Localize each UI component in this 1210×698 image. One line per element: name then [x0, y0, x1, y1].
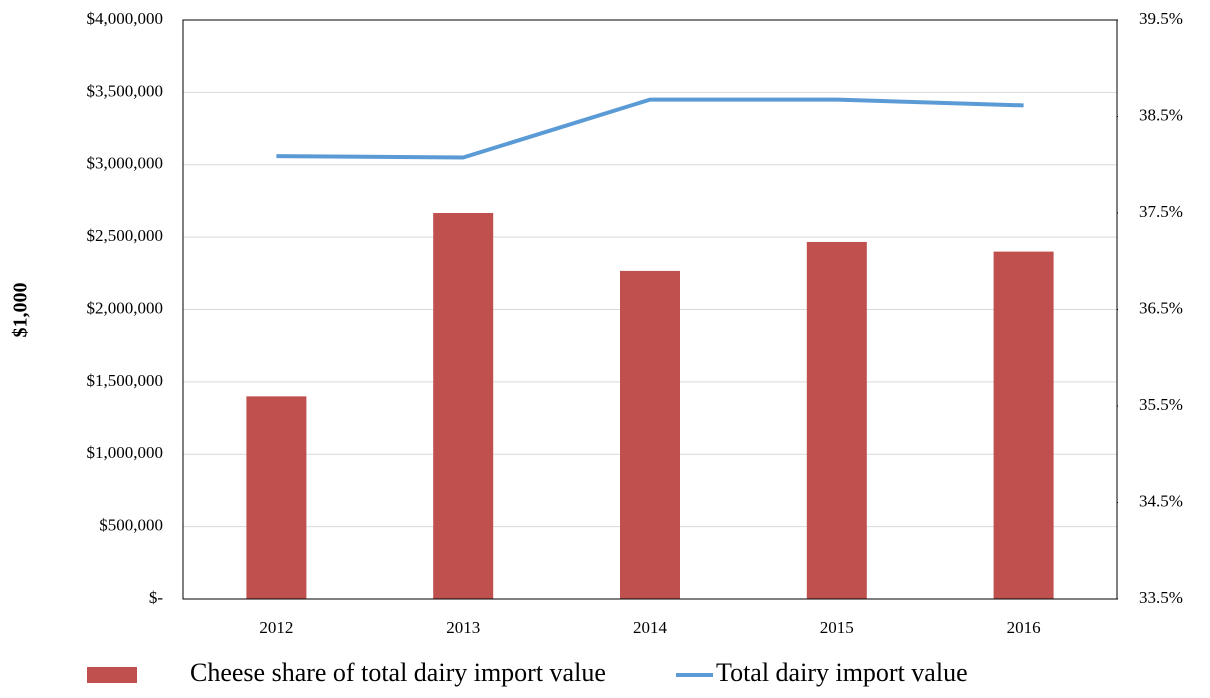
x-tick-label: 2016: [1007, 618, 1041, 637]
bar: [246, 396, 307, 599]
legend-swatch: [87, 667, 137, 683]
y-tick-label: $3,000,000: [87, 154, 164, 173]
x-tick-label: 2013: [446, 618, 480, 637]
y-tick-label: $1,500,000: [87, 371, 164, 390]
line: [276, 97, 1024, 160]
legend-label: Cheese share of total dairy import value: [190, 658, 606, 687]
y-tick-label: $500,000: [99, 516, 163, 535]
bar: [620, 270, 680, 599]
y-tick-label: $2,000,000: [87, 298, 164, 317]
y2-tick-label: 35.5%: [1139, 395, 1183, 414]
plot-frame: [182, 19, 1118, 600]
x-tick-label: 2014: [633, 618, 668, 637]
y2-tick-label: 34.5%: [1139, 491, 1183, 510]
y2-tick-label: 38.5%: [1139, 105, 1183, 124]
y2-tick-label: 36.5%: [1139, 298, 1183, 317]
y-tick-label: $3,500,000: [87, 81, 164, 100]
bar: [806, 241, 867, 599]
bar: [993, 251, 1054, 599]
y-tick-label: $2,500,000: [87, 226, 164, 245]
y-axis-label: $1,000: [10, 283, 32, 338]
legend-label: Total dairy import value: [716, 658, 968, 687]
y2-tick-label: 37.5%: [1139, 202, 1183, 221]
bar: [433, 213, 494, 599]
y-tick-label: $-: [149, 588, 164, 607]
y2-tick-label: 33.5%: [1139, 588, 1183, 607]
x-tick-label: 2015: [820, 618, 854, 637]
y-tick-label: $4,000,000: [87, 9, 164, 28]
y-tick-label: $1,000,000: [87, 443, 164, 462]
x-tick-label: 2012: [259, 618, 293, 637]
y2-tick-label: 39.5%: [1139, 9, 1183, 28]
